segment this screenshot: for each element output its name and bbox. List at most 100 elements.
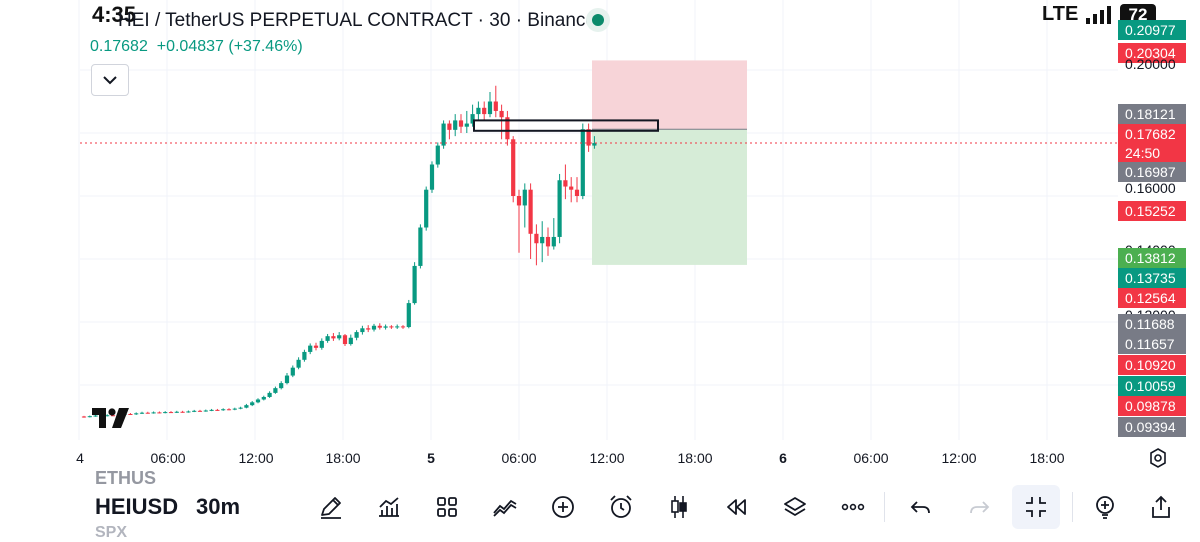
candle-body [105,415,110,417]
candle-body [197,410,203,412]
candle-body [319,340,324,348]
candle-body [522,189,527,206]
symbol-selector[interactable]: HEIUSD [95,494,179,519]
grid-icon [437,497,457,517]
tradingview-logo-icon [92,404,130,435]
collapse-legend-button[interactable] [91,64,129,96]
share-icon [1152,495,1170,518]
signal-icon [1086,6,1112,24]
price-axis-label: 0.10920 [1118,355,1186,375]
share-button[interactable] [1144,490,1178,524]
time-axis-label: 12:00 [238,450,274,466]
highlight-box [473,119,659,132]
candle-body [348,337,353,345]
candle-body [284,375,290,384]
redo-button[interactable] [962,490,996,524]
candle-body [139,412,145,414]
last-price: 0.17682 [90,38,148,55]
chart-type-button[interactable] [662,490,696,524]
redo-icon [970,501,990,514]
chart-title[interactable]: HEI / TetherUS PERPETUAL CONTRACT · 30 ·… [118,10,596,31]
position-stop-zone [592,60,747,130]
compare-button[interactable] [488,490,522,524]
time-axis-label: 06:00 [501,450,537,466]
candle-body [354,332,359,338]
candle-body [87,416,92,418]
indicators-button[interactable] [372,490,406,524]
candle-body [395,326,400,328]
price-axis-label: 0.09394 [1118,417,1186,437]
symbol-prev[interactable]: ETHUS [95,468,157,488]
market-status-icon[interactable] [586,8,610,32]
interval-selector[interactable]: 30m [196,494,241,519]
candle-body [580,129,585,196]
alarm-clock-icon [610,495,632,518]
candle-body [487,101,493,115]
time-axis-label: 5 [427,450,435,466]
candle-body [232,408,237,410]
symbol-next[interactable]: SPX [95,524,128,541]
candle-body [186,411,191,413]
candle-body [331,336,336,339]
fullscreen-exit-button[interactable] [1012,485,1060,529]
candle-body [267,392,272,397]
time-axis-label: 06:00 [853,450,889,466]
price-chart[interactable] [0,0,1200,478]
candle-body [551,236,556,247]
candle-body [453,120,458,130]
chart-settings-icon[interactable] [1148,448,1168,468]
more-dots-icon [841,503,865,511]
time-axis-label: 6 [779,450,787,466]
price-axis-label: 0.17682 [1118,124,1186,144]
candle-body [221,409,226,411]
price-summary: 0.17682 +0.04837 (+37.46%) [90,38,303,56]
toolbar-divider [1072,492,1073,522]
candle-body [418,227,423,266]
candle-body [128,413,133,415]
bottom-toolbar [0,478,1200,539]
replay-button[interactable] [720,490,754,524]
layouts-button[interactable] [430,490,464,524]
candle-body [81,416,87,418]
candle-body [429,164,435,190]
undo-button[interactable] [904,490,938,524]
time-axis-label: 06:00 [150,450,186,466]
price-axis-label: 0.20000 [1125,56,1176,72]
more-button[interactable] [836,490,870,524]
candle-body [226,409,232,411]
price-axis-label: 0.10059 [1118,376,1186,396]
indicators-icon [379,497,399,517]
candle-body [255,399,261,403]
candle-body [400,326,406,328]
candle-body [586,129,591,146]
candle-body [424,189,429,228]
plus-circle-icon [552,496,574,518]
ideas-button[interactable] [1088,490,1122,524]
candle-body [215,409,220,411]
time-axis-label: 18:00 [325,450,361,466]
candle-body [441,123,446,146]
candle-body [516,196,522,206]
candle-body [563,180,568,187]
alert-button[interactable] [604,490,638,524]
candle-body [163,412,168,414]
candle-body [592,143,597,146]
candle-body [209,409,214,411]
candle-body [371,325,377,330]
add-button[interactable] [546,490,580,524]
candle-body [447,123,452,130]
candle-body [180,411,185,413]
objects-tree-button[interactable] [778,490,812,524]
candle-body [574,189,580,196]
price-axis-label: 0.13812 [1118,248,1186,268]
draw-button[interactable] [314,490,348,524]
candle-body [308,345,313,352]
candle-body [540,236,545,244]
price-axis-label: 0.16000 [1125,180,1176,196]
candle-body [464,123,469,127]
candle-body [151,412,156,414]
candle-body [134,413,139,415]
candle-body [366,328,371,330]
candle-body [203,410,208,412]
price-axis-label: 0.11657 [1118,334,1186,354]
